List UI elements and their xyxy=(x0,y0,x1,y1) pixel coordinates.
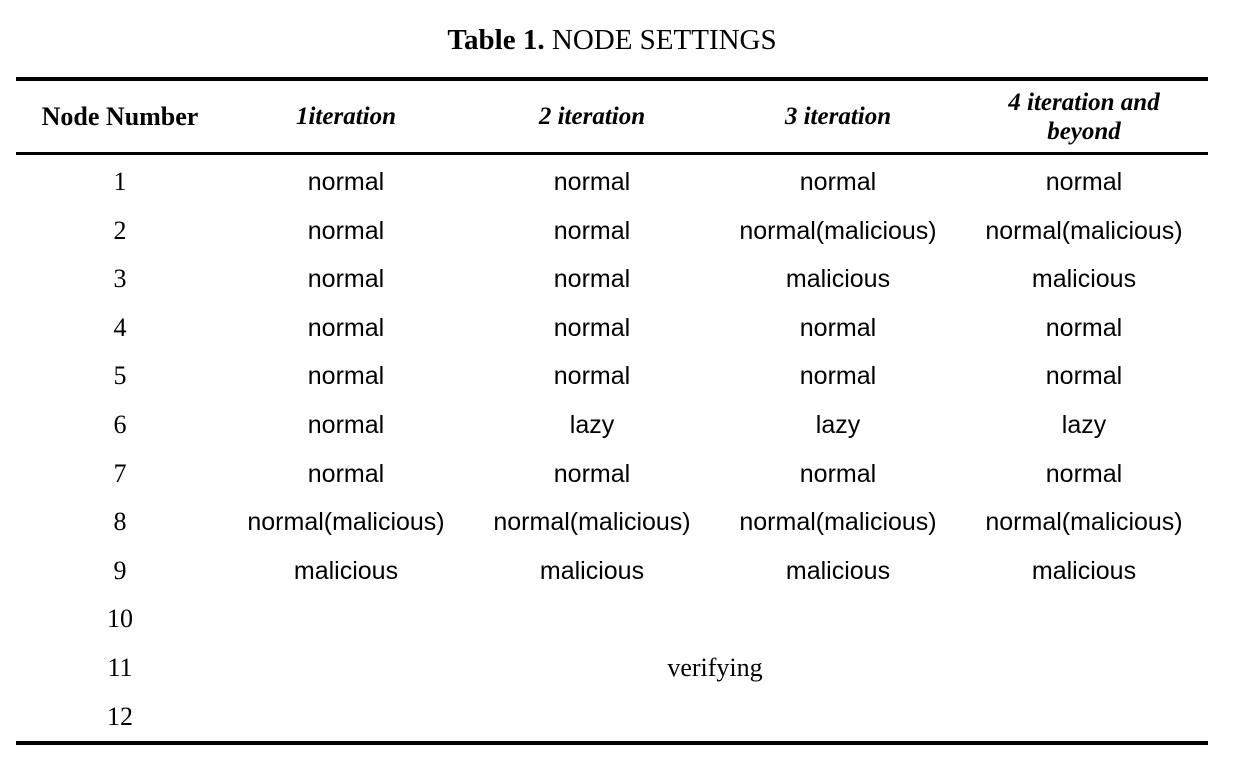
iteration-2-cell: normal xyxy=(553,314,631,342)
iteration-2-cell: normal(malicious) xyxy=(493,508,691,536)
header-iteration-3: 3 iteration xyxy=(784,103,892,130)
iteration-1-cell: normal(malicious) xyxy=(247,508,445,536)
verifying-cell: verifying xyxy=(667,653,763,682)
header-iteration-4-beyond: 4 iteration and beyond xyxy=(1008,88,1160,145)
iteration-1-cell: normal xyxy=(307,217,385,245)
node-number-cell: 6 xyxy=(113,410,127,439)
iteration-3-cell: normal xyxy=(799,168,877,196)
node-number-cell: 10 xyxy=(107,604,133,633)
iteration-1-cell: normal xyxy=(307,411,385,439)
iteration-2-cell: normal xyxy=(553,362,631,390)
node-number-cell: 8 xyxy=(113,507,127,536)
iteration-2-cell: lazy xyxy=(569,411,615,439)
iteration-3-cell: normal xyxy=(799,362,877,390)
header-iteration-1: 1iteration xyxy=(295,103,396,130)
node-number-cell: 1 xyxy=(113,167,127,196)
node-number-cell: 7 xyxy=(113,459,127,488)
iteration-1-cell: normal xyxy=(307,362,385,390)
iteration-4-cell: malicious xyxy=(1031,265,1137,293)
iteration-4-cell: normal xyxy=(1045,168,1123,196)
iteration-3-cell: normal(malicious) xyxy=(739,508,937,536)
iteration-3-cell: lazy xyxy=(815,411,861,439)
iteration-2-cell: malicious xyxy=(539,557,645,585)
node-number-cell: 9 xyxy=(113,556,127,585)
table-caption: Table 1. NODE SETTINGS xyxy=(0,24,1224,57)
iteration-4-cell: lazy xyxy=(1061,411,1107,439)
iteration-1-cell: normal xyxy=(307,314,385,342)
node-number-cell: 2 xyxy=(113,216,127,245)
iteration-4-cell: normal xyxy=(1045,362,1123,390)
iteration-2-cell: normal xyxy=(553,168,631,196)
iteration-3-cell: normal xyxy=(799,460,877,488)
iteration-4-cell: normal xyxy=(1045,314,1123,342)
iteration-1-cell: normal xyxy=(307,265,385,293)
iteration-1-cell: malicious xyxy=(293,557,399,585)
node-number-cell: 4 xyxy=(113,313,127,342)
iteration-3-cell: normal(malicious) xyxy=(739,217,937,245)
node-number-cell: 11 xyxy=(107,653,133,682)
table-header-rule xyxy=(16,152,1208,155)
header-iteration-2: 2 iteration xyxy=(538,103,646,130)
table-top-rule xyxy=(16,77,1208,81)
iteration-4-cell: normal(malicious) xyxy=(985,217,1183,245)
node-number-cell: 5 xyxy=(113,361,127,390)
iteration-1-cell: normal xyxy=(307,168,385,196)
table-caption-label: Table 1. xyxy=(447,24,545,56)
iteration-2-cell: normal xyxy=(553,265,631,293)
iteration-4-cell: normal(malicious) xyxy=(985,508,1183,536)
iteration-2-cell: normal xyxy=(553,217,631,245)
node-number-cell: 3 xyxy=(113,264,127,293)
header-node-number: Node Number xyxy=(41,102,199,131)
node-number-cell: 12 xyxy=(107,702,133,731)
iteration-4-cell: malicious xyxy=(1031,557,1137,585)
iteration-1-cell: normal xyxy=(307,460,385,488)
iteration-3-cell: malicious xyxy=(785,265,891,293)
iteration-4-cell: normal xyxy=(1045,460,1123,488)
table-bottom-rule xyxy=(16,741,1208,745)
iteration-2-cell: normal xyxy=(553,460,631,488)
table-caption-title: NODE SETTINGS xyxy=(551,24,777,56)
iteration-3-cell: normal xyxy=(799,314,877,342)
iteration-3-cell: malicious xyxy=(785,557,891,585)
